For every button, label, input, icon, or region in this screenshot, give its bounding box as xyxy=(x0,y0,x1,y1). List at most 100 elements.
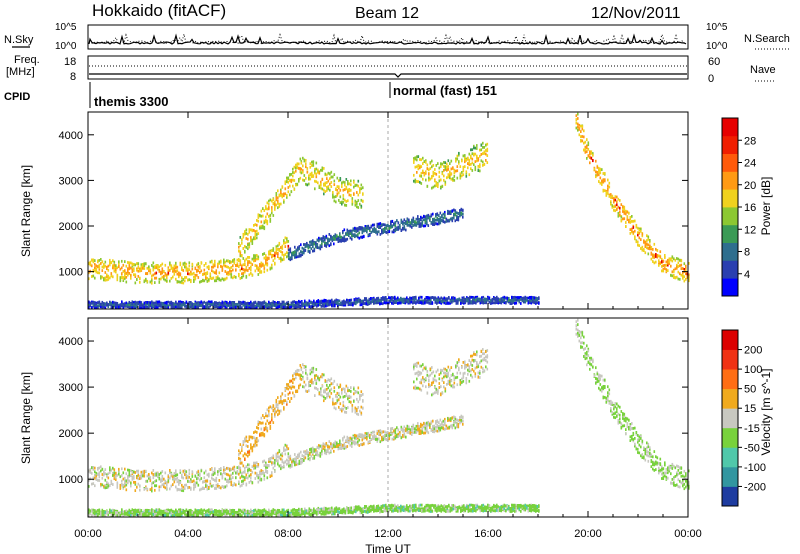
nave-label: Nave xyxy=(750,64,776,76)
power-panel: 1000 2000 3000 4000 Slant Range [km] xyxy=(19,111,690,310)
colorbar-swatch xyxy=(722,466,738,487)
x-axis: 00:00 04:00 08:00 12:00 16:00 20:00 00:00 xyxy=(74,112,702,540)
y-tick-label: 4000 xyxy=(59,130,83,142)
colorbar-swatch xyxy=(722,349,738,370)
colorbar-tick-label: -200 xyxy=(744,481,766,493)
colorbar-tick-label: 16 xyxy=(744,202,756,214)
y-tick-label: 1000 xyxy=(59,474,83,486)
cpid-label: CPID xyxy=(4,91,30,103)
velocity-ylabel: Slant Range [km] xyxy=(19,372,33,464)
echo-band-noon-echo-band xyxy=(288,207,464,262)
y-tick-label: 1000 xyxy=(59,267,83,279)
colorbar-swatch xyxy=(722,260,738,279)
freq-label-line2: [MHz] xyxy=(6,66,35,78)
colorbar-swatch xyxy=(722,408,738,429)
velocity-colorbar: -200 -100 -50 -15 15 50 100 200 xyxy=(721,329,766,507)
cpid-panel: CPID themis 3300 normal (fast) 151 xyxy=(4,82,497,109)
colorbar-tick-label: 20 xyxy=(744,180,756,192)
velocity-echo-bands xyxy=(88,318,690,518)
noise-right-tick-top: 10^5 xyxy=(706,22,728,33)
colorbar-swatch xyxy=(722,427,738,448)
noise-search-trace xyxy=(88,32,687,45)
colorbar-tick-label: -50 xyxy=(744,442,760,454)
echo-band-near-range-band xyxy=(88,443,290,493)
colorbar-swatch xyxy=(722,207,738,226)
colorbar-tick-label: 200 xyxy=(744,345,762,357)
power-colorbar: 4 8 12 16 20 24 28 xyxy=(721,117,756,297)
echo-band-mid-morning-patch xyxy=(300,363,364,416)
colorbar-swatch xyxy=(722,118,738,137)
y-tick-label: 2000 xyxy=(59,221,83,233)
freq-label-line1: Freq. xyxy=(14,54,40,66)
colorbar-swatch xyxy=(722,153,738,172)
nave-tick-bottom: 0 xyxy=(708,73,714,85)
velocity-colorbar-title: Velocity [m s^-1] xyxy=(759,369,773,456)
noise-sky-trace xyxy=(88,33,687,45)
power-colorbar-title: Power [dB] xyxy=(759,177,773,236)
x-tick-label: 04:00 xyxy=(174,528,202,540)
colorbar-swatch xyxy=(722,171,738,190)
y-tick-label: 4000 xyxy=(59,336,83,348)
power-echo-bands xyxy=(88,112,690,310)
noise-left-tick-bottom: 10^0 xyxy=(55,41,77,52)
y-tick-label: 3000 xyxy=(59,175,83,187)
colorbar-tick-label: 4 xyxy=(744,269,750,281)
power-ylabel: Slant Range [km] xyxy=(19,165,33,257)
cpid-segment-1: themis 3300 xyxy=(94,94,168,109)
colorbar-tick-label: 28 xyxy=(744,135,756,147)
echo-band-ground-scatter xyxy=(88,295,540,310)
colorbar-tick-label: 50 xyxy=(744,384,756,396)
colorbar-tick-label: 12 xyxy=(744,224,756,236)
colorbar-swatch xyxy=(722,447,738,468)
beam-label: Beam 12 xyxy=(355,5,419,22)
velocity-panel: 1000 2000 3000 4000 Slant Range [km] xyxy=(19,317,690,518)
noise-right-tick-bottom: 10^0 xyxy=(706,41,728,52)
power-y-axis: 1000 2000 3000 4000 xyxy=(59,130,688,279)
x-tick-label: 00:00 xyxy=(674,528,702,540)
noise-left-tick-top: 10^5 xyxy=(55,22,77,33)
colorbar-swatch xyxy=(722,189,738,208)
colorbar-frame xyxy=(721,329,739,507)
x-tick-label: 12:00 xyxy=(374,528,402,540)
freq-tick-top: 18 xyxy=(64,56,76,68)
echo-band-evening-band xyxy=(575,318,690,491)
echo-band-evening-band xyxy=(575,112,690,283)
cpid-segment-2: normal (fast) 151 xyxy=(393,83,497,98)
colorbar-swatch xyxy=(722,330,738,350)
echo-band-morning-rising-band xyxy=(238,364,302,469)
colorbar-swatch xyxy=(722,242,738,261)
colorbar-swatch xyxy=(722,486,738,507)
freq-panel: Freq. [MHz] 18 8 60 0 Nave xyxy=(6,54,776,85)
x-tick-label: 20:00 xyxy=(574,528,602,540)
echo-band-afternoon-patch xyxy=(413,141,489,190)
x-tick-label: 08:00 xyxy=(274,528,302,540)
x-tick-label: 16:00 xyxy=(474,528,502,540)
echo-band-mid-morning-patch xyxy=(300,156,364,209)
colorbar-tick-label: -15 xyxy=(744,423,760,435)
colorbar-swatch xyxy=(722,135,738,154)
colorbar-swatch xyxy=(722,388,738,409)
echo-band-noon-echo-band xyxy=(288,414,464,469)
x-tick-label: 00:00 xyxy=(74,528,102,540)
colorbar-swatch xyxy=(722,369,738,390)
noise-sky-label: N.Sky xyxy=(4,34,34,46)
colorbar-tick-label: 24 xyxy=(744,158,756,170)
x-axis-label: Time UT xyxy=(365,542,411,554)
y-tick-label: 3000 xyxy=(59,382,83,394)
colorbar-tick-label: 15 xyxy=(744,403,756,415)
nave-tick-top: 60 xyxy=(708,56,720,68)
velocity-y-axis: 1000 2000 3000 4000 xyxy=(59,336,688,486)
colorbar-tick-label: 100 xyxy=(744,364,762,376)
echo-band-afternoon-patch xyxy=(413,348,489,397)
station-title: Hokkaido (fitACF) xyxy=(92,1,226,20)
date-label: 12/Nov/2011 xyxy=(591,5,681,22)
freq-trace xyxy=(89,73,687,78)
echo-band-ground-scatter xyxy=(88,503,540,518)
y-tick-label: 2000 xyxy=(59,428,83,440)
colorbar-tick-label: -100 xyxy=(744,462,766,474)
colorbar-swatch xyxy=(722,278,738,297)
colorbar-swatch xyxy=(722,224,738,243)
noise-search-label: N.Search xyxy=(744,33,790,45)
echo-band-morning-rising-band xyxy=(238,157,302,261)
